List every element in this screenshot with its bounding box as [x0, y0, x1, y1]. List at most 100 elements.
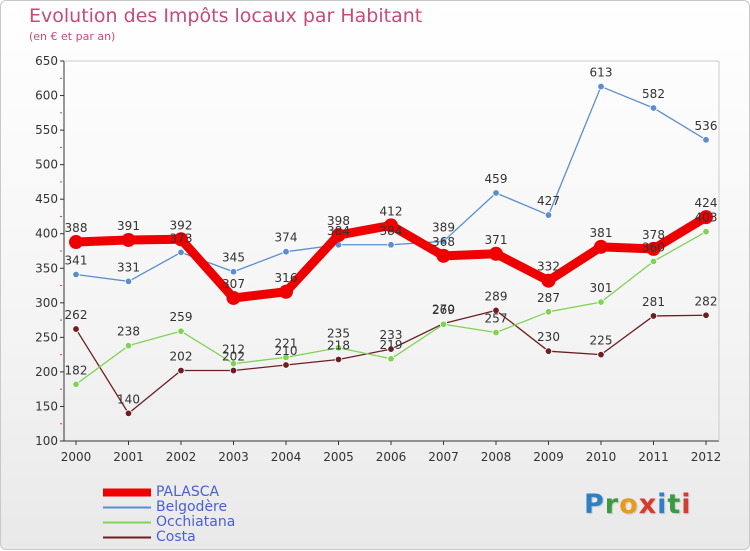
axes: 100 150 200 250 300 350 400 450 500 550 600 650 2000…: [35, 54, 721, 464]
data-label-costa: 218: [327, 338, 350, 352]
y-tick-label: 600: [35, 89, 58, 103]
y-tick-label: 200: [35, 365, 58, 379]
data-label-occhiatana: 360: [642, 240, 665, 254]
x-tick-label: 2009: [533, 450, 564, 464]
x-tick-label: 2005: [323, 450, 354, 464]
data-label-belgodère: 582: [642, 87, 665, 101]
data-label-belgodère: 459: [485, 172, 508, 186]
x-tick-label: 2000: [61, 450, 92, 464]
data-label-costa: 140: [117, 392, 140, 406]
data-label-costa: 230: [537, 330, 560, 344]
data-label-belgodère: 613: [590, 66, 613, 80]
point-palasca: [226, 290, 241, 305]
x-tick-label: 2011: [638, 450, 669, 464]
y-tick-label: 300: [35, 296, 58, 310]
point-occhiatana: [72, 380, 80, 389]
y-tick-label: 100: [35, 434, 58, 448]
legend-swatch-occhiatana: [103, 521, 151, 524]
point-belgodère: [72, 270, 80, 279]
x-tick-label: 2012: [691, 450, 722, 464]
data-label-costa: 225: [590, 334, 613, 348]
point-belgodère: [649, 104, 658, 112]
point-belgodère: [282, 247, 290, 256]
legend-swatch-belgodere: [103, 506, 151, 509]
data-label-costa: 202: [170, 350, 193, 364]
data-label-occhiatana: 403: [695, 211, 718, 225]
point-costa: [72, 325, 80, 333]
data-label-palasca: 424: [695, 196, 718, 210]
data-label-occhiatana: 221: [275, 336, 298, 350]
data-label-occhiatana: 287: [537, 291, 560, 305]
legend-label-occhiatana: Occhiatana: [156, 514, 236, 530]
point-belgodère: [439, 237, 448, 246]
logo-letter: x: [638, 489, 658, 520]
point-palasca: [489, 246, 503, 261]
point-costa: [229, 366, 238, 375]
point-occhiatana: [229, 359, 238, 368]
data-label-costa: 210: [275, 344, 298, 358]
data-label-costa: 262: [65, 308, 88, 322]
point-occhiatana: [334, 344, 343, 352]
point-belgodère: [124, 277, 133, 286]
point-costa: [702, 311, 710, 319]
point-palasca: [541, 273, 556, 288]
data-label-palasca: 388: [65, 221, 88, 235]
data-label-costa: 202: [222, 350, 245, 364]
y-tick-label: 350: [35, 261, 58, 275]
legend-item-occhiatana: Occhiatana: [101, 515, 235, 530]
legend-swatch-costa: [103, 536, 151, 539]
point-occhiatana: [492, 328, 500, 337]
point-palasca: [436, 248, 451, 263]
data-label-occhiatana: 259: [170, 310, 193, 324]
logo-letter: o: [619, 489, 639, 520]
data-label-palasca: 412: [380, 204, 403, 218]
data-label-palasca: 368: [432, 235, 455, 249]
point-belgodère: [387, 241, 395, 249]
point-occhiatana: [387, 355, 395, 363]
x-tick-label: 2003: [218, 450, 249, 464]
point-costa: [597, 350, 605, 359]
data-label-occhiatana: 257: [485, 312, 508, 326]
point-palasca: [279, 284, 293, 299]
point-belgodère: [544, 211, 553, 219]
point-occhiatana: [597, 298, 605, 306]
logo-letter: i: [657, 489, 668, 520]
point-occhiatana: [177, 327, 185, 335]
data-label-belgodère: 374: [275, 231, 298, 245]
point-palasca: [699, 210, 713, 225]
point-belgodère: [702, 136, 710, 144]
point-costa: [124, 409, 133, 418]
data-label-belgodère: 384: [327, 224, 350, 238]
data-label-palasca: 332: [537, 260, 560, 274]
legend-item-belgodere: Belgodère: [101, 500, 235, 515]
chart-title: Evolution des Impôts locaux par Habitant: [29, 5, 423, 27]
data-label-occhiatana: 301: [590, 281, 613, 295]
point-occhiatana: [124, 341, 133, 350]
data-label-palasca: 392: [170, 218, 193, 232]
x-tick-label: 2006: [376, 450, 407, 464]
data-label-palasca: 398: [327, 214, 350, 228]
point-palasca: [646, 241, 661, 256]
y-tick-label: 550: [35, 123, 58, 137]
point-occhiatana: [439, 320, 448, 328]
data-labels: 388 391 392 307 316 398 412 368 371 332 381 378 424 3…: [65, 66, 718, 407]
series-lines: [69, 82, 713, 418]
x-tick-label: 2008: [481, 450, 512, 464]
chart-subtitle: (en € et par an): [29, 30, 116, 43]
y-tick-label: 650: [35, 54, 58, 68]
x-tick-label: 2007: [428, 450, 459, 464]
point-costa: [544, 347, 553, 355]
point-costa: [492, 306, 500, 315]
point-costa: [649, 312, 658, 320]
point-costa: [177, 366, 185, 375]
point-belgodère: [597, 82, 605, 91]
data-label-palasca: 316: [275, 271, 298, 285]
data-label-costa: 282: [695, 294, 718, 308]
data-label-costa: 289: [485, 289, 508, 303]
y-tick-label: 400: [35, 227, 58, 241]
point-belgodère: [229, 268, 238, 276]
data-label-belgodère: 373: [170, 231, 193, 245]
data-label-occhiatana: 219: [380, 338, 403, 352]
